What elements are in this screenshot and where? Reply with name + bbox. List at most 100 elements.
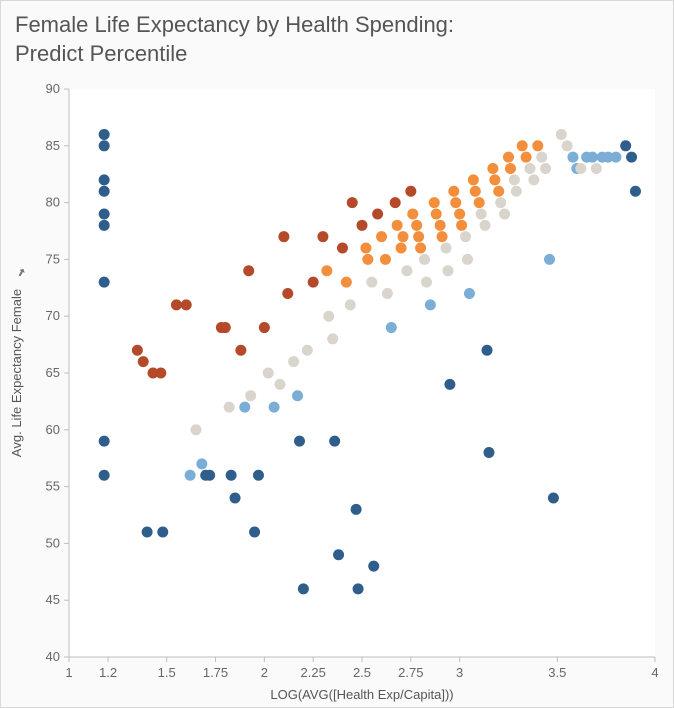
- data-point[interactable]: [345, 299, 356, 310]
- data-point[interactable]: [440, 243, 451, 254]
- data-point[interactable]: [468, 174, 479, 185]
- data-point[interactable]: [302, 345, 313, 356]
- data-point[interactable]: [368, 561, 379, 572]
- data-point[interactable]: [476, 208, 487, 219]
- data-point[interactable]: [556, 129, 567, 140]
- data-point[interactable]: [407, 208, 418, 219]
- data-point[interactable]: [308, 277, 319, 288]
- data-point[interactable]: [415, 243, 426, 254]
- data-point[interactable]: [171, 299, 182, 310]
- data-point[interactable]: [243, 265, 254, 276]
- data-point[interactable]: [448, 186, 459, 197]
- data-point[interactable]: [464, 288, 475, 299]
- data-point[interactable]: [380, 254, 391, 265]
- data-point[interactable]: [411, 220, 422, 231]
- data-point[interactable]: [347, 197, 358, 208]
- data-point[interactable]: [626, 152, 637, 163]
- data-point[interactable]: [474, 197, 485, 208]
- data-point[interactable]: [282, 288, 293, 299]
- data-point[interactable]: [524, 163, 535, 174]
- data-point[interactable]: [341, 277, 352, 288]
- data-point[interactable]: [382, 288, 393, 299]
- data-point[interactable]: [521, 152, 532, 163]
- data-point[interactable]: [610, 152, 621, 163]
- data-point[interactable]: [99, 220, 110, 231]
- data-point[interactable]: [253, 470, 264, 481]
- data-point[interactable]: [470, 186, 481, 197]
- data-point[interactable]: [239, 402, 250, 413]
- data-point[interactable]: [419, 254, 430, 265]
- data-point[interactable]: [532, 140, 543, 151]
- data-point[interactable]: [99, 140, 110, 151]
- data-point[interactable]: [421, 277, 432, 288]
- data-point[interactable]: [444, 379, 455, 390]
- data-point[interactable]: [99, 208, 110, 219]
- data-point[interactable]: [437, 231, 448, 242]
- data-point[interactable]: [401, 265, 412, 276]
- data-point[interactable]: [425, 299, 436, 310]
- data-point[interactable]: [224, 402, 235, 413]
- data-point[interactable]: [263, 368, 274, 379]
- data-point[interactable]: [278, 231, 289, 242]
- data-point[interactable]: [587, 152, 598, 163]
- data-point[interactable]: [230, 492, 241, 503]
- data-point[interactable]: [142, 527, 153, 538]
- data-point[interactable]: [450, 197, 461, 208]
- data-point[interactable]: [362, 254, 373, 265]
- data-point[interactable]: [511, 186, 522, 197]
- data-point[interactable]: [386, 322, 397, 333]
- data-point[interactable]: [462, 254, 473, 265]
- data-point[interactable]: [351, 504, 362, 515]
- data-point[interactable]: [540, 163, 551, 174]
- data-point[interactable]: [245, 390, 256, 401]
- data-point[interactable]: [435, 220, 446, 231]
- data-point[interactable]: [544, 254, 555, 265]
- data-point[interactable]: [509, 174, 520, 185]
- data-point[interactable]: [99, 436, 110, 447]
- data-point[interactable]: [405, 186, 416, 197]
- data-point[interactable]: [562, 140, 573, 151]
- data-point[interactable]: [493, 186, 504, 197]
- data-point[interactable]: [99, 129, 110, 140]
- data-point[interactable]: [298, 583, 309, 594]
- data-point[interactable]: [185, 470, 196, 481]
- data-point[interactable]: [390, 197, 401, 208]
- data-point[interactable]: [398, 231, 409, 242]
- data-point[interactable]: [357, 220, 368, 231]
- data-point[interactable]: [292, 390, 303, 401]
- data-point[interactable]: [181, 299, 192, 310]
- data-point[interactable]: [548, 492, 559, 503]
- data-point[interactable]: [294, 436, 305, 447]
- data-point[interactable]: [259, 322, 270, 333]
- data-point[interactable]: [329, 436, 340, 447]
- data-point[interactable]: [288, 356, 299, 367]
- data-point[interactable]: [220, 322, 231, 333]
- data-point[interactable]: [482, 345, 493, 356]
- data-point[interactable]: [396, 243, 407, 254]
- data-point[interactable]: [372, 208, 383, 219]
- data-point[interactable]: [630, 186, 641, 197]
- data-point[interactable]: [483, 447, 494, 458]
- data-point[interactable]: [456, 220, 467, 231]
- data-point[interactable]: [431, 208, 442, 219]
- data-point[interactable]: [99, 174, 110, 185]
- data-point[interactable]: [567, 152, 578, 163]
- data-point[interactable]: [196, 458, 207, 469]
- data-point[interactable]: [489, 174, 500, 185]
- data-point[interactable]: [327, 333, 338, 344]
- data-point[interactable]: [392, 220, 403, 231]
- data-point[interactable]: [495, 197, 506, 208]
- data-point[interactable]: [99, 186, 110, 197]
- data-point[interactable]: [321, 265, 332, 276]
- data-point[interactable]: [99, 470, 110, 481]
- data-point[interactable]: [517, 140, 528, 151]
- data-point[interactable]: [274, 379, 285, 390]
- data-point[interactable]: [366, 277, 377, 288]
- data-point[interactable]: [528, 174, 539, 185]
- data-point[interactable]: [249, 527, 260, 538]
- data-point[interactable]: [353, 583, 364, 594]
- data-point[interactable]: [536, 152, 547, 163]
- data-point[interactable]: [413, 231, 424, 242]
- data-point[interactable]: [204, 470, 215, 481]
- data-point[interactable]: [99, 277, 110, 288]
